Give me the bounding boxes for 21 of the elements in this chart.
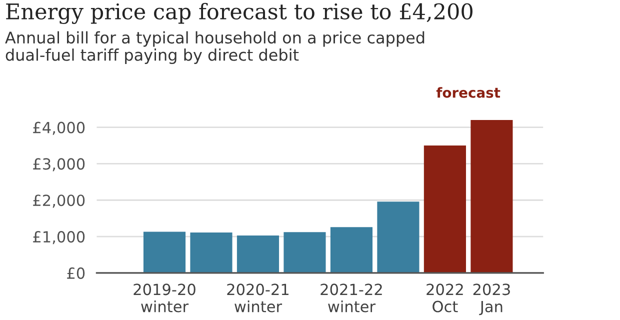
y-tick-label: £3,000 xyxy=(33,158,85,172)
x-tick-label: 2021-22 winter xyxy=(320,284,382,312)
x-tick-label: 2023 Jan xyxy=(473,284,510,316)
bar xyxy=(424,145,466,273)
bar xyxy=(377,202,420,273)
bar xyxy=(190,232,232,273)
x-tick-label: 2020-21 winter xyxy=(227,284,288,312)
x-tick-label: 2019-20 winter xyxy=(134,284,196,312)
y-tick-label: £4,000 xyxy=(33,122,85,135)
y-tick-label: £0 xyxy=(67,267,85,279)
bar xyxy=(236,235,280,273)
y-tick-label: £1,000 xyxy=(33,231,85,244)
x-tick-label: 2022 Oct xyxy=(426,284,463,312)
bar xyxy=(330,227,373,273)
chart-subtitle: Annual bill for a typical household on a price capped dual-fuel tariff paying by direct debit xyxy=(5,31,424,64)
bar xyxy=(470,120,513,273)
bar xyxy=(284,232,326,273)
text: forecast xyxy=(436,87,500,98)
y-tick-label: £2,000 xyxy=(33,194,85,208)
chart-title: Energy price cap forecast to rise to £4,200 xyxy=(6,2,472,24)
bar xyxy=(143,232,186,273)
